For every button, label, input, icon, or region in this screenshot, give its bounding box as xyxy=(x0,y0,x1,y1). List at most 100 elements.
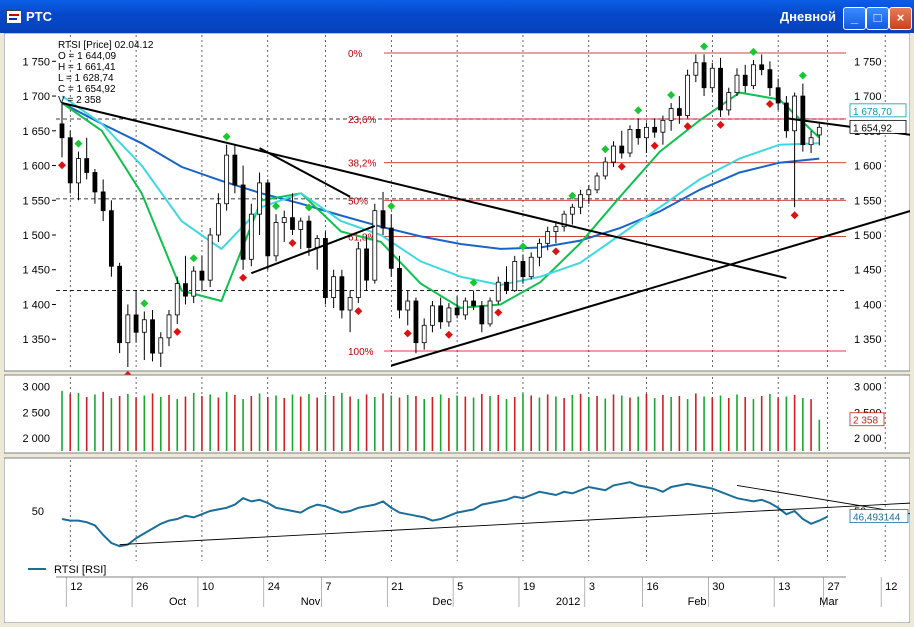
candle-body xyxy=(487,300,493,325)
volume-y-tick-right: 3 000 xyxy=(854,382,882,394)
down-fractal-marker xyxy=(444,330,453,339)
candle-body xyxy=(726,92,732,111)
candle-body xyxy=(166,314,172,339)
last-value-label: 1 654,92 xyxy=(853,123,892,134)
up-fractal-marker xyxy=(601,145,610,154)
up-fractal-marker xyxy=(272,202,281,211)
candle-body xyxy=(397,267,402,311)
rsi-last-box xyxy=(849,509,909,524)
rsi-last-label: 46,493144 xyxy=(853,513,901,524)
candle-body xyxy=(298,220,304,230)
candle-body xyxy=(290,217,295,230)
candle-body xyxy=(273,222,279,257)
trendline xyxy=(61,102,787,280)
price-y-tick-left: 1 550 xyxy=(22,195,50,207)
rsi-legend-label: RTSI [RSI] xyxy=(54,564,106,576)
ohlc-info-line: O = 1 644,09 xyxy=(58,51,117,62)
up-fractal-marker xyxy=(634,106,643,115)
candle-body xyxy=(59,123,65,139)
candle-body xyxy=(775,87,781,104)
candle-body xyxy=(454,307,460,316)
down-fractal-marker xyxy=(650,141,659,150)
fib-level-label: 100% xyxy=(348,347,374,358)
x-month-label: Oct xyxy=(169,596,186,608)
up-fractal-marker xyxy=(469,278,478,287)
candle-body xyxy=(125,314,131,344)
candle-body xyxy=(413,300,419,344)
candle-body xyxy=(586,189,592,196)
candle-body xyxy=(380,210,386,229)
moving-average-line xyxy=(61,91,820,309)
candle-body xyxy=(553,226,559,232)
candle-body xyxy=(816,126,822,136)
x-day-label: 3 xyxy=(589,581,595,593)
minimize-button[interactable]: _ xyxy=(843,7,866,30)
candle-body xyxy=(331,276,337,298)
price-y-tick-left: 1 350 xyxy=(22,334,50,346)
x-day-label: 12 xyxy=(70,581,82,593)
chart-frame: 0% 23,6% 38,2% 50% 61,8% 100% 1 750 1 750 1 700… xyxy=(3,32,914,624)
close-button[interactable]: × xyxy=(889,7,912,30)
candle-body xyxy=(792,95,798,132)
candle-body xyxy=(734,74,740,93)
fib-level-label: 23,6% xyxy=(348,115,376,126)
candle-body xyxy=(528,256,534,278)
down-fractal-marker xyxy=(716,120,725,129)
ohlc-info-line: H = 1 661,41 xyxy=(58,62,116,73)
candle-body xyxy=(594,175,600,191)
down-fractal-marker xyxy=(288,239,297,247)
down-fractal-marker xyxy=(173,327,182,336)
down-fractal-marker xyxy=(617,162,626,171)
candle-body xyxy=(611,145,616,163)
moving-average-line xyxy=(61,95,820,287)
candle-body xyxy=(133,314,139,333)
x-day-label: 5 xyxy=(457,581,463,593)
up-fractal-marker xyxy=(189,254,198,263)
candle-body xyxy=(92,172,98,193)
up-fractal-marker xyxy=(700,42,709,51)
volume-y-tick-left: 2 500 xyxy=(22,407,50,419)
candle-body xyxy=(405,300,411,311)
volume-y-tick-left: 3 000 xyxy=(22,382,50,394)
down-fractal-marker xyxy=(494,308,503,317)
last-value-label: 1 678,70 xyxy=(853,107,892,118)
rsi-y-tick-left: 50 xyxy=(32,506,44,518)
price-y-tick-right: 1 500 xyxy=(854,230,882,242)
x-month-label: Mar xyxy=(819,596,838,608)
last-value-box xyxy=(849,103,907,118)
candle-body xyxy=(759,64,765,71)
timeframe-label[interactable]: Дневной xyxy=(779,9,836,24)
x-day-label: 7 xyxy=(325,581,331,593)
candle-body xyxy=(100,191,106,212)
price-y-tick-left: 1 500 xyxy=(22,230,50,242)
ohlc-info-line: L = 1 628,74 xyxy=(58,73,114,84)
candle-body xyxy=(421,324,427,344)
candle-body xyxy=(635,129,641,139)
x-day-label: 26 xyxy=(136,581,148,593)
candle-body xyxy=(141,319,147,333)
x-day-label: 12 xyxy=(885,581,897,593)
ohlc-info-line: C = 1 654,92 xyxy=(58,84,116,95)
fib-level-label: 0% xyxy=(348,49,363,60)
candle-body xyxy=(602,161,608,177)
candle-body xyxy=(446,307,452,323)
candle-body xyxy=(265,182,271,257)
candle-body xyxy=(108,210,114,267)
candle-body xyxy=(215,203,221,236)
candle-body xyxy=(471,300,476,307)
x-day-label: 21 xyxy=(391,581,403,593)
candle-body xyxy=(569,206,575,215)
title-bar[interactable]: PTC Дневной _ □ × xyxy=(0,0,914,33)
candle-body xyxy=(372,210,378,281)
candle-body xyxy=(767,69,773,89)
candle-body xyxy=(742,74,748,87)
candle-body xyxy=(183,283,188,297)
ohlc-info-line: RTSI [Price] 02.04.12 xyxy=(58,40,154,51)
trendline xyxy=(390,208,914,367)
price-y-tick-right: 1 350 xyxy=(854,334,882,346)
price-y-tick-left: 1 750 xyxy=(22,56,50,68)
maximize-button[interactable]: □ xyxy=(866,7,889,30)
candle-body xyxy=(430,305,435,326)
